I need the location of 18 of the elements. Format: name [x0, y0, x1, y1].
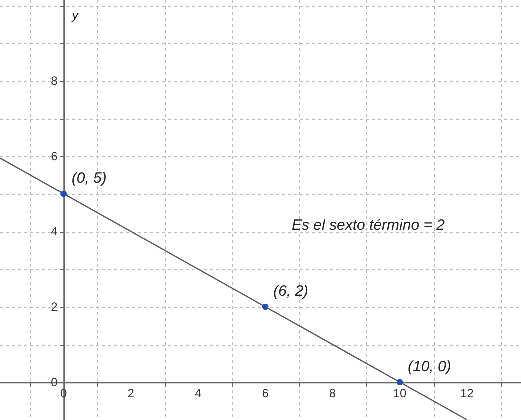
y-tick-label: 4	[51, 224, 58, 239]
x-tick-label: 4	[194, 386, 202, 400]
x-tick-label: 8	[329, 386, 336, 400]
point	[60, 190, 68, 198]
annotation: (10, 0)	[408, 358, 452, 376]
annotation: (0, 5)	[72, 170, 107, 187]
x-tick-label: 6	[262, 386, 270, 400]
annotation: (6, 2)	[274, 282, 309, 300]
y-tick-label: 2	[51, 300, 58, 314]
point	[396, 379, 404, 386]
annotation: Es el sexto término = 2	[292, 217, 446, 234]
point	[262, 304, 269, 310]
x-tick-label: 12	[460, 386, 474, 400]
x-tick-label: 10	[393, 386, 407, 400]
y-tick-label: 6	[51, 149, 58, 164]
y-axis-title: y	[71, 8, 80, 22]
x-tick-label: 2	[128, 386, 135, 400]
y-tick-label: 8	[51, 74, 58, 88]
